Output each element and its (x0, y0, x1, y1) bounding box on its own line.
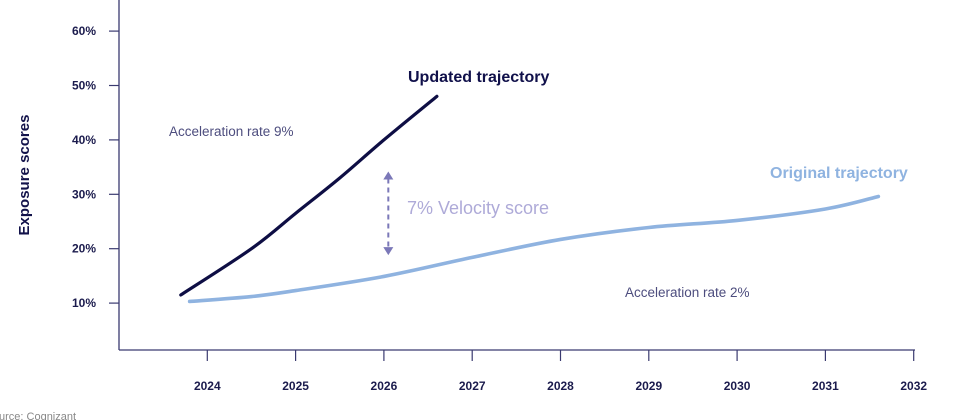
updated-trajectory-line (179, 94, 439, 297)
x-tick-label: 2024 (194, 379, 221, 393)
arrow-down-icon (383, 247, 394, 256)
y-tick-label: 50% (72, 79, 96, 93)
acceleration-rate-original: Acceleration rate 2% (625, 285, 750, 300)
x-tick-label: 2028 (547, 379, 574, 393)
y-tick-label: 40% (72, 133, 96, 147)
original-trajectory-label: Original trajectory (770, 165, 908, 182)
updated-trajectory-label: Updated trajectory (408, 69, 549, 86)
original-trajectory-line (187, 194, 881, 304)
y-tick-label: 60% (72, 24, 96, 38)
velocity-arrow (383, 171, 394, 256)
x-tick-label: 2026 (371, 379, 398, 393)
x-tick-label: 2032 (900, 379, 927, 393)
acceleration-rate-updated: Acceleration rate 9% (169, 124, 294, 139)
x-tick-label: 2027 (459, 379, 486, 393)
y-tick-label: 10% (72, 296, 96, 310)
y-axis-label: Exposure scores (16, 115, 33, 236)
x-tick-label: 2025 (282, 379, 309, 393)
velocity-score-label: 7% Velocity score (407, 198, 549, 218)
y-tick-label: 30% (72, 187, 96, 201)
arrow-up-icon (383, 171, 394, 180)
x-tick-label: 2030 (724, 379, 751, 393)
x-tick-label: 2029 (635, 379, 662, 393)
source-note: urce: Cognizant (0, 411, 76, 420)
y-tick-label: 20% (72, 242, 96, 256)
x-tick-label: 2031 (812, 379, 839, 393)
